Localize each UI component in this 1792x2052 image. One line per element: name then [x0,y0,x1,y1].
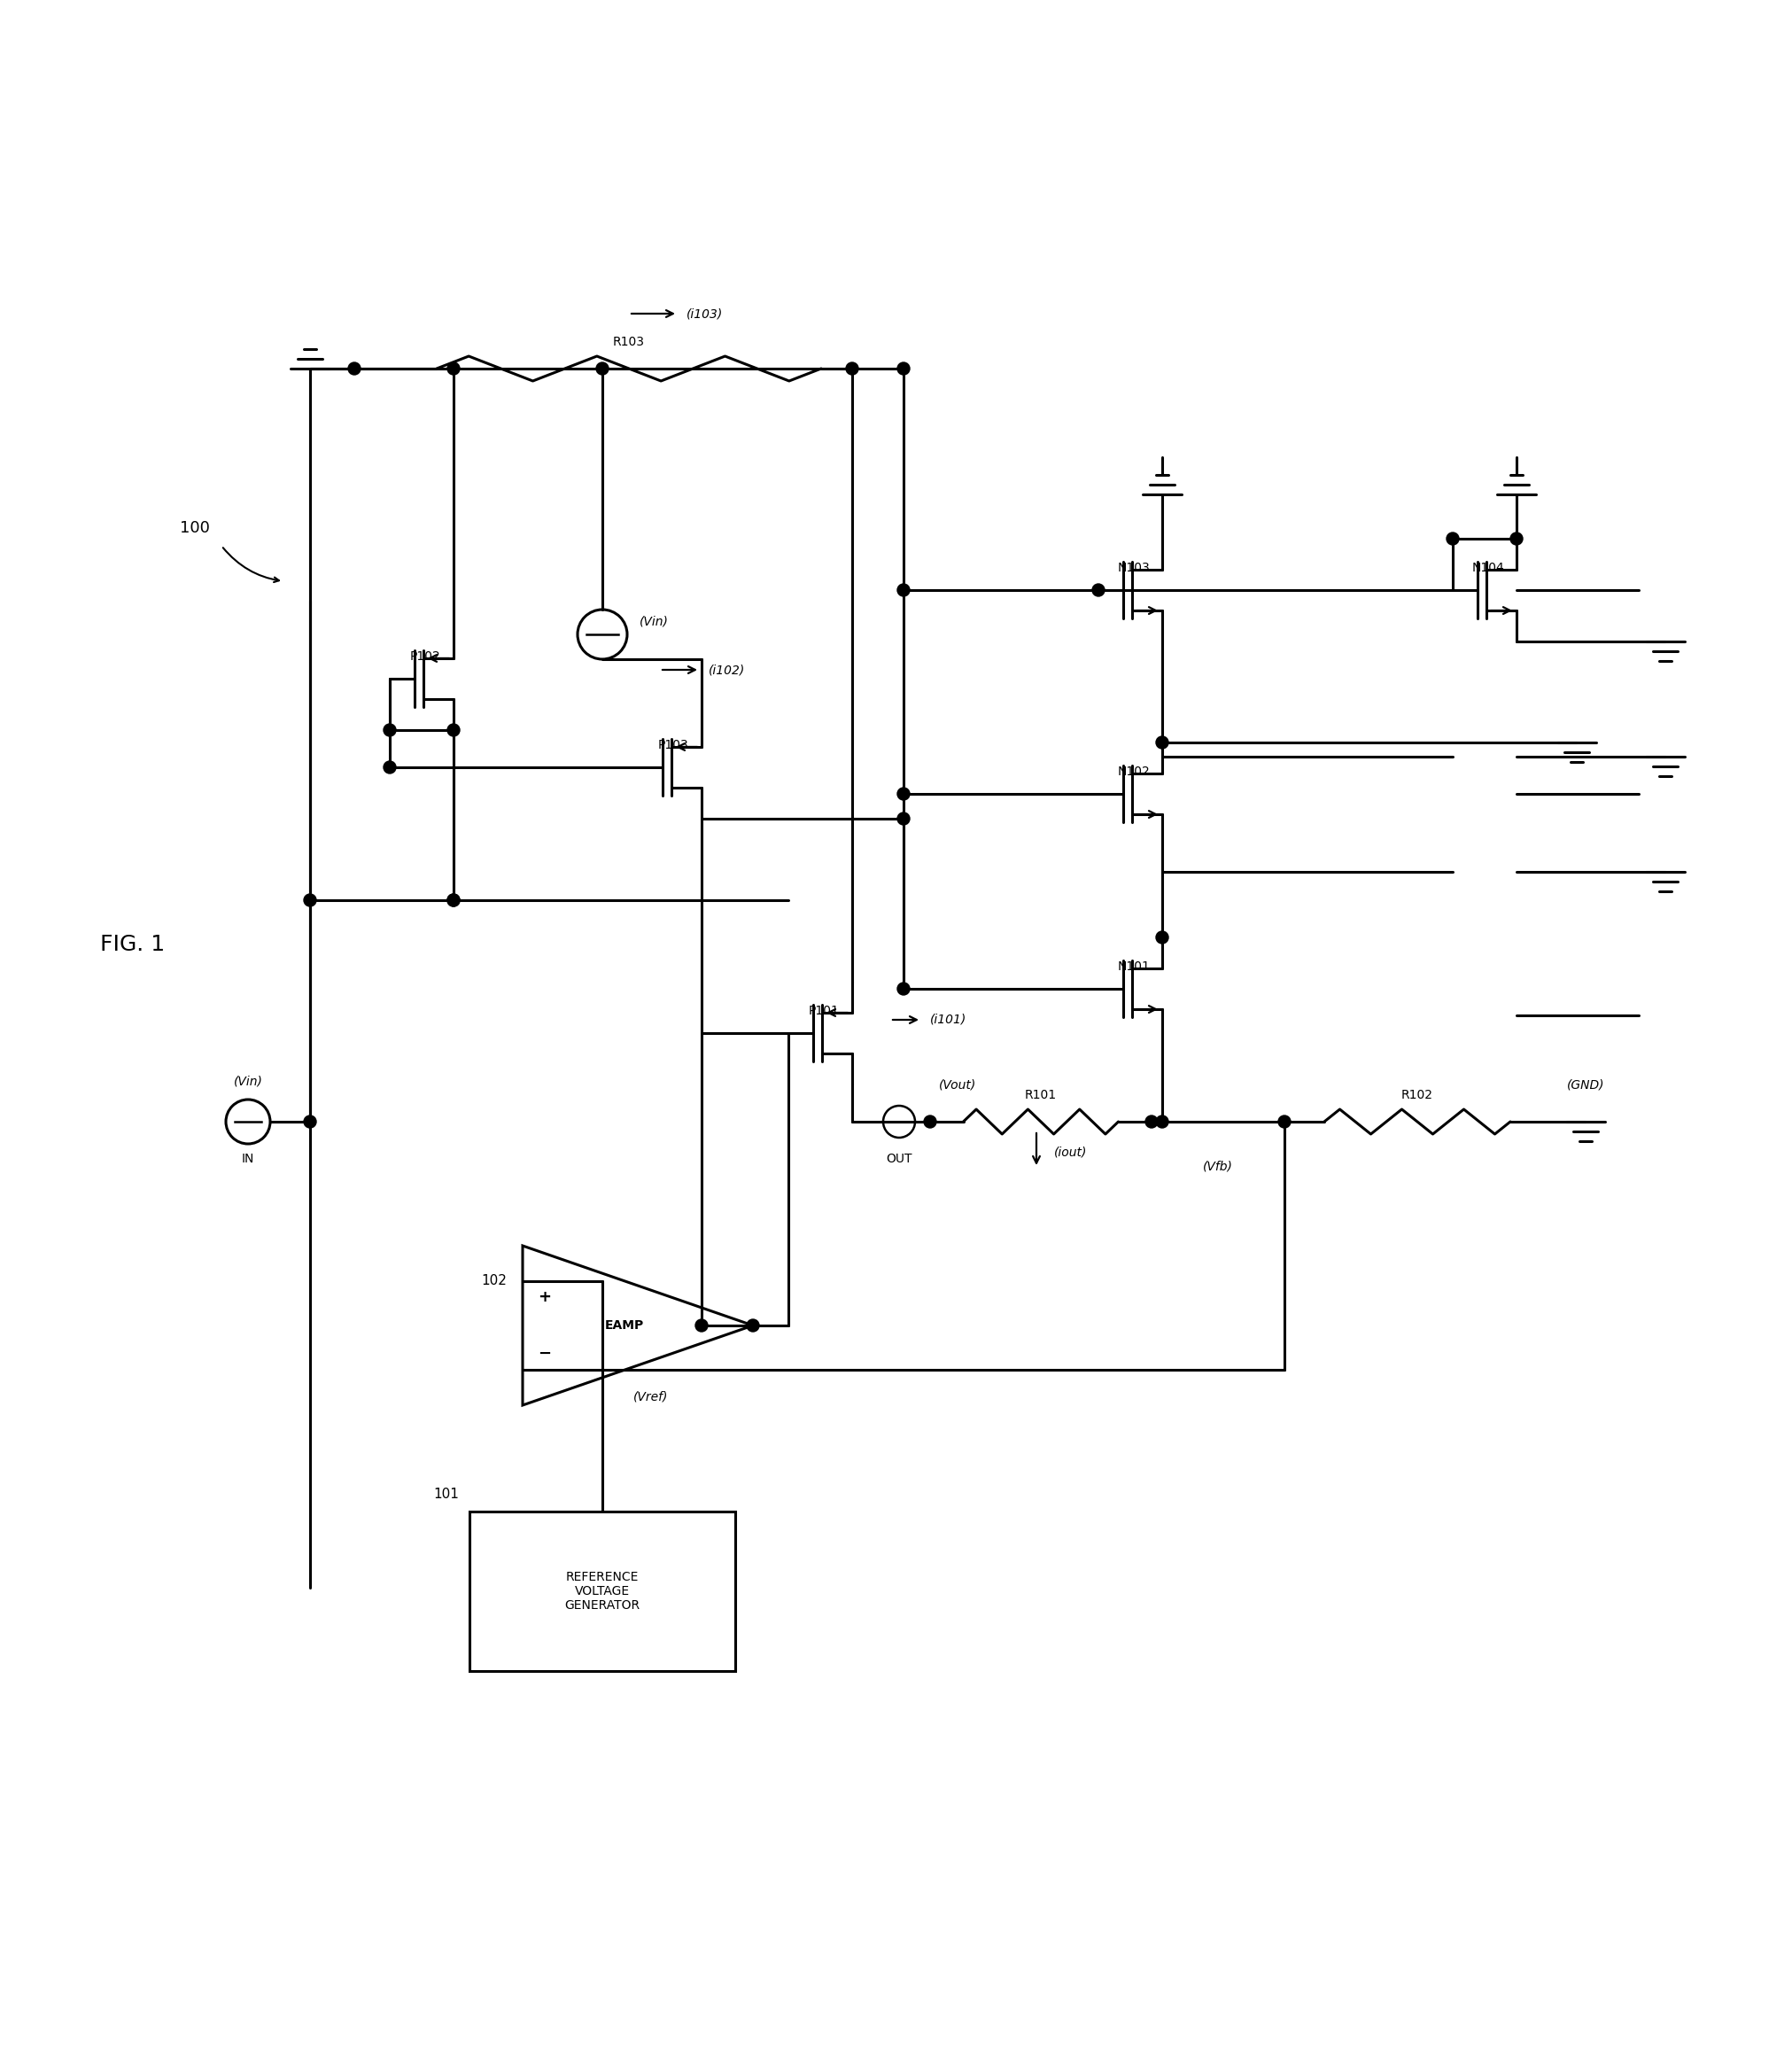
Text: 101: 101 [434,1488,459,1500]
Text: OUT: OUT [885,1153,912,1166]
Circle shape [348,363,360,376]
Circle shape [896,813,909,825]
Text: (iout): (iout) [1054,1147,1086,1159]
Text: R103: R103 [613,337,645,349]
Text: N102: N102 [1116,765,1149,778]
Text: (Vref): (Vref) [633,1389,668,1404]
Circle shape [1156,932,1168,944]
Text: R101: R101 [1025,1090,1055,1102]
Circle shape [896,983,909,995]
Circle shape [448,363,459,376]
Circle shape [896,363,909,376]
Text: (Vout): (Vout) [939,1077,977,1092]
Circle shape [896,788,909,800]
Text: R102: R102 [1401,1090,1432,1102]
Text: (Vin): (Vin) [640,616,668,628]
Circle shape [448,895,459,907]
Circle shape [597,363,607,376]
Circle shape [303,1116,315,1129]
Text: P101: P101 [808,1005,839,1018]
Circle shape [448,724,459,737]
Text: (Vin): (Vin) [233,1075,262,1088]
Circle shape [448,895,459,907]
Text: (i103): (i103) [686,308,722,320]
Text: FIG. 1: FIG. 1 [100,934,165,954]
Text: (GND): (GND) [1566,1077,1604,1092]
Circle shape [896,585,909,597]
Circle shape [383,724,396,737]
Circle shape [1156,737,1168,749]
Text: N103: N103 [1116,562,1149,575]
Circle shape [846,363,858,376]
Text: (Vfb): (Vfb) [1202,1159,1233,1172]
Text: REFERENCE
VOLTAGE
GENERATOR: REFERENCE VOLTAGE GENERATOR [564,1570,640,1611]
Text: P102: P102 [410,650,441,663]
Circle shape [1145,1116,1158,1129]
Circle shape [747,1319,758,1332]
Bar [470,1512,735,1670]
Text: +: + [538,1289,552,1305]
Circle shape [383,761,396,774]
Circle shape [923,1116,935,1129]
Circle shape [695,1319,708,1332]
Circle shape [1156,1116,1168,1129]
Circle shape [1278,1116,1290,1129]
Text: (i102): (i102) [708,663,745,675]
Text: IN: IN [242,1153,254,1166]
Circle shape [1446,531,1459,546]
Circle shape [1509,531,1521,546]
Text: P103: P103 [658,739,688,751]
Text: 102: 102 [480,1274,507,1289]
Text: (i101): (i101) [930,1014,966,1026]
Text: −: − [538,1346,552,1363]
Circle shape [303,895,315,907]
Text: N101: N101 [1116,960,1150,973]
Text: 100: 100 [179,519,210,536]
Circle shape [1091,585,1104,597]
Text: EAMP: EAMP [604,1319,643,1332]
Text: N104: N104 [1471,562,1503,575]
